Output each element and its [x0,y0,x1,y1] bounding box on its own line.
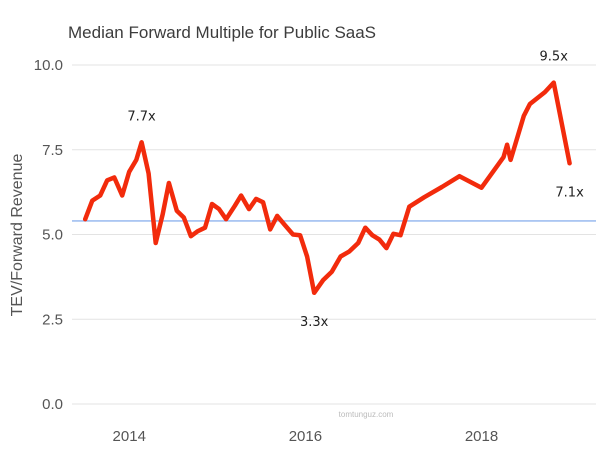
y-tick-label: 7.5 [42,142,63,159]
x-tick-label: 2016 [289,428,322,445]
y-tick-label: 0.0 [42,396,63,413]
annotations: 7.7x 3.3x 9.5x 7.1x [127,50,584,330]
x-tick-label: 2018 [465,428,498,445]
chart-title: Median Forward Multiple for Public SaaS [68,23,377,42]
x-tick-label: 2014 [113,428,146,445]
y-tick-label: 2.5 [42,311,63,328]
y-tick-label: 5.0 [42,227,63,244]
annotation-label: 7.1x [555,185,584,200]
series-line [82,80,572,296]
y-axis-ticks: 0.0 2.5 5.0 7.5 10.0 [34,57,63,413]
y-tick-label: 10.0 [34,57,63,74]
annotation-label: 9.5x [540,50,569,65]
annotation-label: 3.3x [300,315,329,330]
y-axis-label: TEV/Forward Revenue [9,154,26,317]
watermark-text: tomtunguz.com [339,410,394,419]
annotation-label: 7.7x [127,109,156,124]
series-layer [82,80,572,296]
x-axis-ticks: 2014 2016 2018 [113,428,499,445]
